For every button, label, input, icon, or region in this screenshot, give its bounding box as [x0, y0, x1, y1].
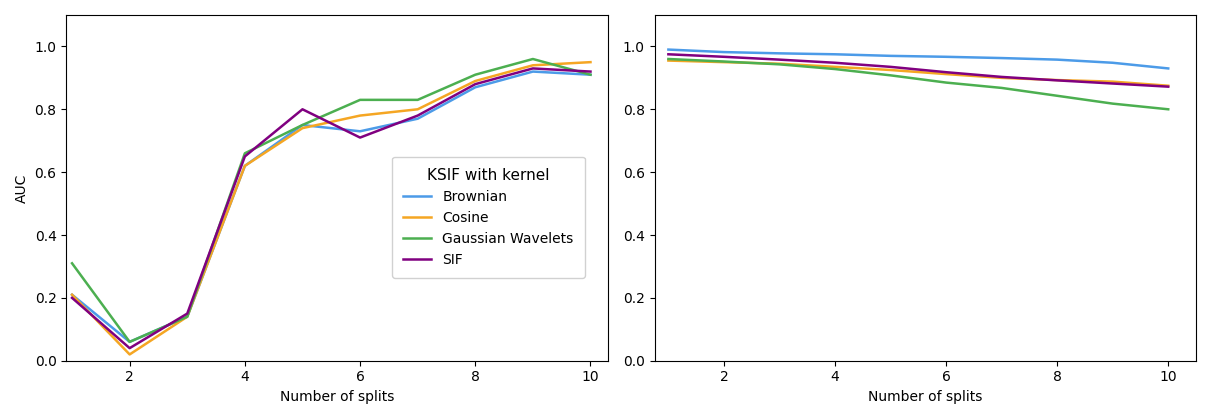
- Cosine: [352, 113, 367, 118]
- Brownian: [584, 72, 598, 77]
- Gaussian Wavelets: [1161, 107, 1176, 112]
- Brownian: [828, 52, 843, 57]
- Cosine: [1050, 78, 1064, 83]
- Brownian: [717, 49, 731, 54]
- Brownian: [994, 56, 1009, 61]
- Cosine: [1161, 83, 1176, 88]
- Brownian: [180, 314, 195, 319]
- Gaussian Wavelets: [661, 57, 676, 62]
- SIF: [526, 66, 540, 71]
- Gaussian Wavelets: [717, 59, 731, 64]
- SIF: [883, 65, 897, 70]
- X-axis label: Number of splits: Number of splits: [280, 390, 395, 404]
- Line: Cosine: Cosine: [668, 61, 1169, 86]
- Line: SIF: SIF: [668, 54, 1169, 87]
- Brownian: [939, 54, 953, 59]
- SIF: [467, 82, 482, 87]
- Gaussian Wavelets: [773, 62, 787, 67]
- Cosine: [661, 58, 676, 63]
- Gaussian Wavelets: [584, 72, 598, 77]
- Gaussian Wavelets: [180, 314, 195, 319]
- Legend: Brownian, Cosine, Gaussian Wavelets, SIF: Brownian, Cosine, Gaussian Wavelets, SIF: [392, 157, 585, 278]
- Gaussian Wavelets: [1106, 101, 1120, 106]
- Brownian: [1161, 66, 1176, 71]
- Brownian: [773, 51, 787, 56]
- X-axis label: Number of splits: Number of splits: [868, 390, 982, 404]
- Line: Brownian: Brownian: [71, 72, 591, 342]
- Gaussian Wavelets: [883, 73, 897, 78]
- Gaussian Wavelets: [352, 97, 367, 102]
- SIF: [1161, 84, 1176, 89]
- Brownian: [64, 292, 79, 297]
- Cosine: [773, 61, 787, 66]
- SIF: [1050, 78, 1064, 83]
- Cosine: [1106, 79, 1120, 84]
- Gaussian Wavelets: [828, 67, 843, 72]
- SIF: [584, 69, 598, 74]
- Gaussian Wavelets: [1050, 93, 1064, 98]
- Brownian: [1106, 60, 1120, 65]
- Y-axis label: AUC: AUC: [15, 173, 29, 202]
- SIF: [1106, 81, 1120, 86]
- Line: Cosine: Cosine: [71, 62, 591, 354]
- Cosine: [828, 65, 843, 70]
- Brownian: [295, 122, 310, 127]
- SIF: [237, 154, 252, 159]
- Cosine: [467, 78, 482, 83]
- Brownian: [352, 129, 367, 134]
- SIF: [661, 52, 676, 57]
- Cosine: [994, 75, 1009, 80]
- Gaussian Wavelets: [122, 339, 137, 344]
- Brownian: [122, 339, 137, 344]
- Brownian: [526, 69, 540, 74]
- Cosine: [883, 67, 897, 72]
- Gaussian Wavelets: [994, 85, 1009, 91]
- Cosine: [122, 352, 137, 357]
- Brownian: [883, 53, 897, 58]
- Brownian: [411, 116, 425, 121]
- Gaussian Wavelets: [64, 261, 79, 266]
- Brownian: [1050, 57, 1064, 62]
- Gaussian Wavelets: [295, 122, 310, 127]
- Gaussian Wavelets: [411, 97, 425, 102]
- Gaussian Wavelets: [526, 57, 540, 62]
- Brownian: [661, 47, 676, 52]
- Line: Gaussian Wavelets: Gaussian Wavelets: [668, 59, 1169, 109]
- Cosine: [64, 292, 79, 297]
- Line: Brownian: Brownian: [668, 49, 1169, 68]
- Brownian: [467, 85, 482, 90]
- SIF: [122, 346, 137, 351]
- Brownian: [237, 163, 252, 168]
- Gaussian Wavelets: [467, 72, 482, 77]
- Cosine: [526, 63, 540, 68]
- SIF: [295, 107, 310, 112]
- Cosine: [237, 163, 252, 168]
- SIF: [64, 295, 79, 300]
- Cosine: [584, 59, 598, 65]
- Gaussian Wavelets: [237, 151, 252, 156]
- Cosine: [180, 314, 195, 319]
- SIF: [411, 113, 425, 118]
- Cosine: [939, 72, 953, 77]
- SIF: [773, 57, 787, 62]
- SIF: [717, 54, 731, 59]
- Cosine: [717, 59, 731, 65]
- SIF: [994, 75, 1009, 80]
- Gaussian Wavelets: [939, 80, 953, 85]
- Cosine: [295, 126, 310, 131]
- Cosine: [411, 107, 425, 112]
- SIF: [352, 135, 367, 140]
- SIF: [939, 70, 953, 75]
- SIF: [180, 311, 195, 316]
- Line: Gaussian Wavelets: Gaussian Wavelets: [71, 59, 591, 342]
- SIF: [828, 60, 843, 65]
- Line: SIF: SIF: [71, 68, 591, 348]
